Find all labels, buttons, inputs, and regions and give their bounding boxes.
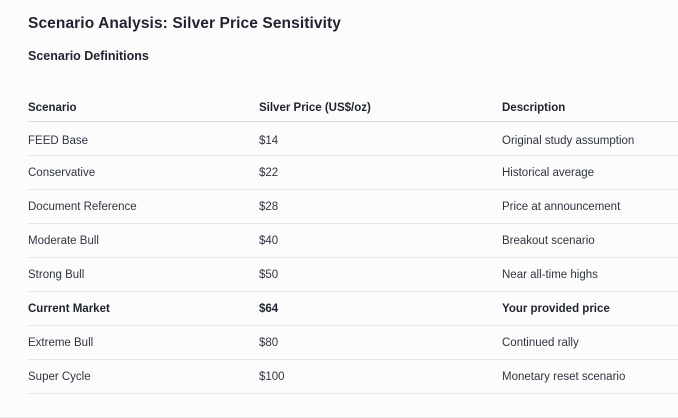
description-cell: Near all-time highs (502, 257, 678, 292)
table-header-row: Scenario Silver Price (US$/oz) Descripti… (28, 87, 678, 122)
price-cell: $14 (259, 121, 502, 156)
scenario-cell: Super Cycle (28, 359, 259, 394)
table-row: Current Market $64 Your provided price (28, 291, 678, 326)
scenario-cell: FEED Base (28, 121, 259, 156)
page-title: Scenario Analysis: Silver Price Sensitiv… (28, 15, 342, 32)
description-cell: Historical average (502, 155, 678, 190)
price-cell: $64 (259, 291, 502, 326)
description-cell: Your provided price (502, 291, 678, 326)
description-cell: Breakout scenario (502, 223, 678, 258)
table-header: Scenario Silver Price (US$/oz) Descripti… (28, 87, 678, 122)
table-row: Moderate Bull $40 Breakout scenario (28, 223, 678, 258)
table-row: Super Cycle $100 Monetary reset scenario (28, 359, 678, 394)
scenario-cell: Strong Bull (28, 257, 259, 292)
table-row: Strong Bull $50 Near all-time highs (28, 257, 678, 292)
column-header-scenario: Scenario (28, 87, 259, 122)
price-cell: $22 (259, 155, 502, 190)
price-cell: $50 (259, 257, 502, 292)
scenario-cell: Document Reference (28, 189, 259, 224)
scenario-cell: Extreme Bull (28, 325, 259, 360)
table-row: FEED Base $14 Original study assumption (28, 121, 678, 156)
column-header-silver-price: Silver Price (US$/oz) (259, 87, 502, 122)
price-cell: $28 (259, 189, 502, 224)
table-row: Conservative $22 Historical average (28, 155, 678, 190)
scenario-cell: Moderate Bull (28, 223, 259, 258)
description-cell: Original study assumption (502, 121, 678, 156)
description-cell: Monetary reset scenario (502, 359, 678, 394)
price-cell: $40 (259, 223, 502, 258)
description-cell: Continued rally (502, 325, 678, 360)
table-body: FEED Base $14 Original study assumption … (28, 121, 678, 394)
section-heading: Scenario Definitions (28, 49, 149, 63)
table-row: Extreme Bull $80 Continued rally (28, 325, 678, 360)
table-row: Document Reference $28 Price at announce… (28, 189, 678, 224)
price-cell: $100 (259, 359, 502, 394)
price-cell: $80 (259, 325, 502, 360)
scenario-cell: Conservative (28, 155, 259, 190)
description-cell: Price at announcement (502, 189, 678, 224)
scenario-table: Scenario Silver Price (US$/oz) Descripti… (28, 87, 678, 394)
scenario-cell: Current Market (28, 291, 259, 326)
column-header-description: Description (502, 87, 678, 122)
